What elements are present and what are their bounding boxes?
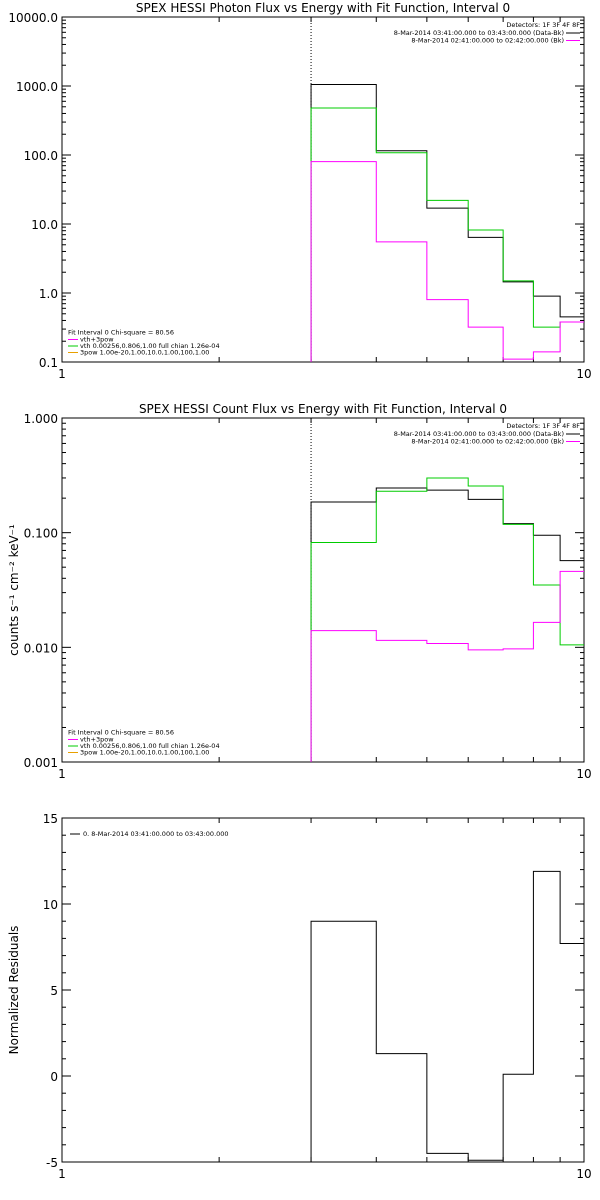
y-tick-label: 0.1: [39, 356, 58, 370]
legend-entry-text: vth+3pow: [80, 336, 114, 344]
plot-frame: [61, 817, 585, 1163]
legend-header: Fit Interval 0 Chi-square = 80.56: [68, 329, 174, 337]
y-tick-label: 0.100: [24, 527, 58, 541]
y-tick-label: 10: [43, 898, 58, 912]
plot-frame: [61, 16, 585, 363]
x-tick-label: 1: [58, 767, 66, 781]
legend-header: Fit Interval 0 Chi-square = 80.56: [68, 729, 174, 737]
series-3-step-line: [310, 570, 584, 762]
y-tick-label: 1.0: [39, 287, 58, 301]
x-tick-label: 1: [58, 1167, 66, 1181]
y-tick-label: 5: [50, 984, 58, 998]
legend-bottom-left: Fit Interval 0 Chi-square = 80.56vth+3po…: [68, 729, 220, 757]
legend-entry-text: 8-Mar-2014 03:41:00.000 to 03:43:00.000 …: [394, 29, 564, 37]
legend-entry-text: 8-Mar-2014 02:41:00.000 to 02:42:00.000 …: [411, 438, 564, 446]
chart-title: SPEX HESSI Photon Flux vs Energy with Fi…: [136, 1, 510, 15]
legend-bottom-left: Fit Interval 0 Chi-square = 80.56vth+3po…: [68, 329, 220, 357]
y-tick-label: 10.0: [31, 218, 58, 232]
legend-top-left: 0. 8-Mar-2014 03:41:00.000 to 03:43:00.0…: [70, 830, 229, 838]
legend-entry-text: 8-Mar-2014 03:41:00.000 to 03:43:00.000 …: [394, 430, 564, 438]
y-tick-label: 0.010: [24, 641, 58, 655]
y-tick-label: 0.001: [24, 756, 58, 770]
y-tick-label: 1.000: [24, 412, 58, 426]
series-2-step-line: [310, 107, 584, 362]
legend-entry-text: 3pow 1.00e-20,1.00,10.0,1.00,100,1.00: [80, 749, 209, 757]
y-tick-label: 100.0: [24, 149, 58, 163]
legend-entry-text: vth 0.00256,0.806,1.00 full chian 1.26e-…: [80, 342, 220, 350]
series-1-step-line: [310, 870, 584, 1162]
series-3-step-line: [310, 161, 584, 362]
y-axis-label: counts s⁻¹ cm⁻² keV⁻¹: [7, 524, 21, 656]
chart-title: SPEX HESSI Count Flux vs Energy with Fit…: [139, 402, 507, 416]
y-tick-label: 15: [43, 812, 58, 826]
x-tick-label: 1: [58, 367, 66, 381]
y-tick-label: 0: [50, 1070, 58, 1084]
series-1-step-line: [310, 487, 584, 762]
chart-panel-2: SPEX HESSI Count Flux vs Energy with Fit…: [7, 402, 592, 781]
y-axis-label: Normalized Residuals: [7, 926, 21, 1055]
legend-entry-text: 8-Mar-2014 02:41:00.000 to 02:42:00.000 …: [411, 37, 564, 45]
y-tick-label: 1000.0: [16, 80, 58, 94]
y-tick-label: 10000.0: [8, 11, 58, 25]
x-tick-label: 10: [576, 367, 591, 381]
chart-panel-3: Normalized Residuals 1 10 15 10 5 0 -5 0. 8-Mar-…: [7, 812, 592, 1181]
y-tick-label: -5: [46, 1156, 58, 1170]
legend-entry-text: 0. 8-Mar-2014 03:41:00.000 to 03:43:00.0…: [83, 830, 229, 838]
chart-panel-1: SPEX HESSI Photon Flux vs Energy with Fi…: [8, 1, 591, 381]
legend-top-right: Detectors: 1F 3F 4F 8F8-Mar-2014 03:41:0…: [394, 21, 581, 45]
legend-entry-text: vth+3pow: [80, 736, 114, 744]
x-tick-label: 10: [576, 1167, 591, 1181]
legend-entry-text: 3pow 1.00e-20,1.00,10.0,1.00,100,1.00: [80, 349, 209, 357]
plot-frame: [61, 417, 585, 763]
x-tick-label: 10: [576, 767, 591, 781]
series-1-step-line: [310, 84, 584, 362]
legend-header: Detectors: 1F 3F 4F 8F: [506, 21, 580, 29]
series-2-step-line: [310, 477, 584, 762]
legend-top-right: Detectors: 1F 3F 4F 8F8-Mar-2014 03:41:0…: [394, 422, 581, 446]
legend-header: Detectors: 1F 3F 4F 8F: [506, 422, 580, 430]
legend-entry-text: vth 0.00256,0.806,1.00 full chian 1.26e-…: [80, 742, 220, 750]
